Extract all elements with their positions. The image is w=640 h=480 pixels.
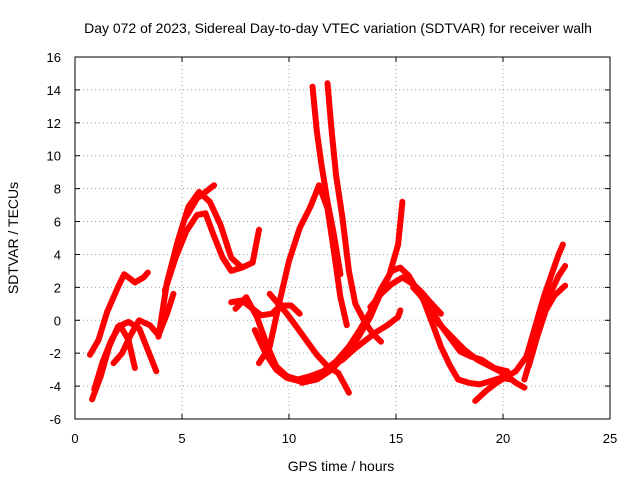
x-tick-label: 25: [603, 431, 617, 446]
series-pass-4: [110, 290, 177, 367]
y-tick-label: 4: [54, 247, 61, 262]
y-tick-label: -4: [49, 379, 61, 394]
series-pass-22: [472, 241, 566, 404]
series-band: [472, 241, 566, 404]
series-pass-6: [161, 210, 245, 294]
x-axis-label: GPS time / hours: [288, 458, 395, 474]
series-pass-20: [418, 292, 515, 388]
series-pass-24: [525, 282, 569, 370]
series-pass-11: [256, 182, 350, 367]
series-pass-18: [367, 274, 444, 317]
series-band: [435, 320, 528, 391]
series-pass-17: [326, 307, 404, 370]
y-tick-label: 12: [47, 116, 61, 131]
series-pass-21: [435, 320, 528, 391]
y-tick-label: 8: [54, 182, 61, 197]
x-tick-label: 20: [496, 431, 510, 446]
series-band: [418, 292, 515, 388]
series-band: [183, 182, 218, 220]
y-tick-label: 2: [54, 280, 61, 295]
series-pass-1: [87, 269, 151, 358]
x-tick-label: 15: [389, 431, 403, 446]
series-band: [410, 284, 511, 375]
data-layer: [87, 80, 569, 404]
y-tick-label: -2: [49, 346, 61, 361]
y-axis-label: SDTVAR / TECUs: [5, 182, 21, 294]
plot-frame: [74, 56, 611, 420]
series-pass-3: [91, 322, 138, 393]
series-band: [309, 83, 344, 278]
y-tick-label: -6: [49, 412, 61, 427]
series-pass-7: [183, 182, 218, 220]
x-tick-label: 0: [71, 431, 78, 446]
chart-title: Day 072 of 2023, Sidereal Day-to-day VTE…: [84, 20, 592, 36]
series-band: [110, 290, 177, 367]
x-tick-label: 5: [178, 431, 185, 446]
series-band: [87, 269, 151, 358]
x-tick-label: 10: [282, 431, 296, 446]
series-band: [91, 322, 138, 393]
series-band: [367, 274, 444, 317]
y-tick-label: 6: [54, 215, 61, 230]
y-tick-label: 10: [47, 149, 61, 164]
y-tick-label: 16: [47, 50, 61, 65]
tick-layer: 0 5 10 15 20 25 -6 -4 -2 0 2 4 6 8 10 12 14 16: [47, 50, 618, 446]
series-pass-13: [324, 80, 384, 345]
series-band: [326, 307, 404, 370]
y-tick-label: 14: [47, 83, 61, 98]
y-tick-label: 0: [54, 313, 61, 328]
series-pass-12: [309, 83, 344, 278]
